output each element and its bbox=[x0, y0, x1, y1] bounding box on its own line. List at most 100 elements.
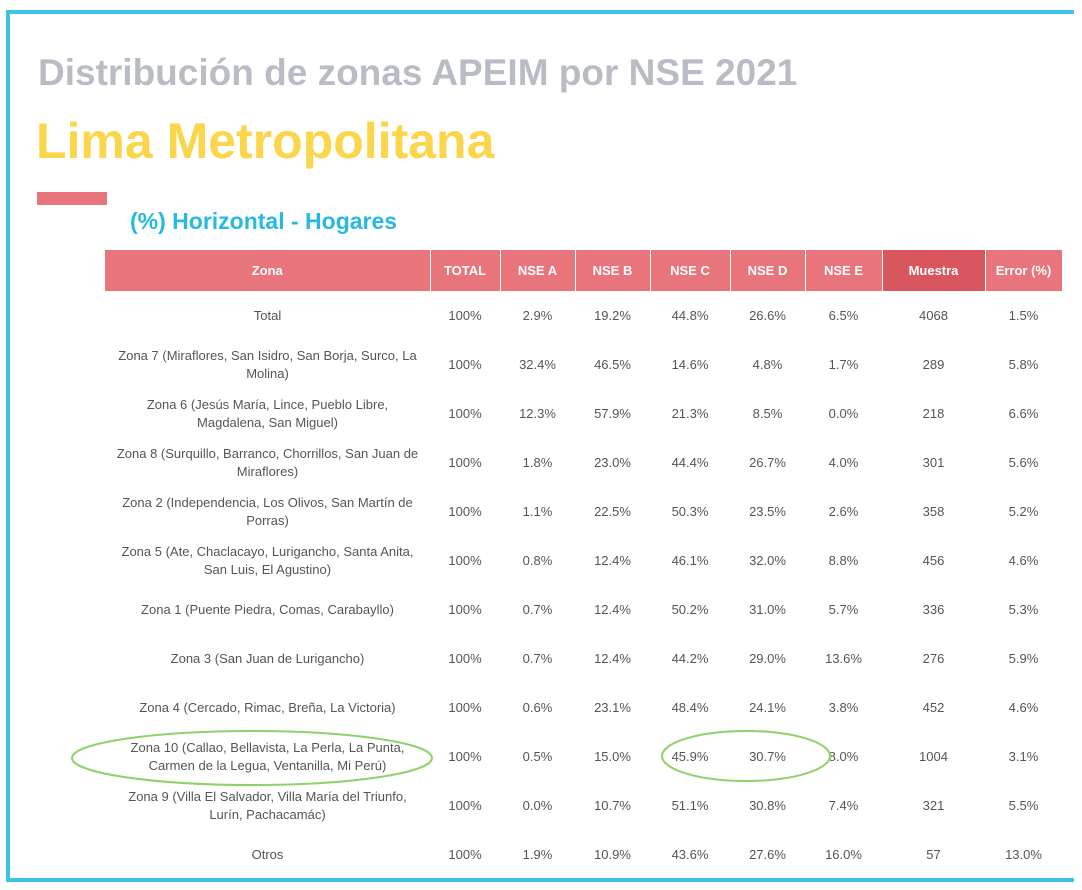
column-header: NSE E bbox=[805, 250, 883, 291]
table-cell: 276 bbox=[922, 650, 945, 666]
table-cell: 57 bbox=[926, 846, 941, 862]
subtitle: Lima Metropolitana bbox=[36, 113, 495, 169]
table-cell: Zona 1 (Puente Piedra, Comas, Carabayllo… bbox=[141, 601, 394, 617]
table-cell: 5.6% bbox=[1008, 454, 1039, 470]
table-cell: 358 bbox=[922, 503, 945, 519]
table-cell: 0.5% bbox=[522, 748, 553, 764]
table-row: Zona 9 (Villa El Salvador, Villa María d… bbox=[105, 781, 1062, 830]
table-cell: 32.0% bbox=[749, 552, 786, 568]
table-cell: 13.0% bbox=[1005, 846, 1042, 862]
table-cell: 8.5% bbox=[752, 405, 783, 421]
table-cell: 4.0% bbox=[828, 454, 859, 470]
table-row: Zona 6 (Jesús María, Lince, Pueblo Libre… bbox=[105, 389, 1062, 438]
table-cell: 2.9% bbox=[522, 307, 553, 323]
table-cell: 456 bbox=[922, 552, 945, 568]
highlight-ellipse bbox=[661, 730, 831, 782]
table-cell: 100% bbox=[448, 552, 482, 568]
column-header: NSE D bbox=[730, 250, 806, 291]
table-cell: 100% bbox=[448, 454, 482, 470]
table-cell: 0.0% bbox=[522, 797, 553, 813]
table-cell: Zona 4 (Cercado, Rimac, Breña, La Victor… bbox=[139, 699, 396, 715]
table-cell: 8.8% bbox=[828, 552, 859, 568]
section-heading: (%) Horizontal - Hogares bbox=[130, 208, 398, 234]
table-cell: Zona 7 (Miraflores, San Isidro, San Borj… bbox=[118, 347, 417, 381]
table-cell: 19.2% bbox=[594, 307, 631, 323]
table-cell: Zona 8 (Surquillo, Barranco, Chorrillos,… bbox=[116, 445, 419, 479]
table-cell: 452 bbox=[922, 699, 945, 715]
table-cell: 0.6% bbox=[522, 699, 553, 715]
table-cell: 5.9% bbox=[1008, 650, 1039, 666]
table-cell: 7.4% bbox=[828, 797, 859, 813]
table-cell: 23.1% bbox=[594, 699, 631, 715]
table-row: Zona 5 (Ate, Chaclacayo, Lurigancho, San… bbox=[105, 536, 1062, 585]
table-cell: 12.4% bbox=[594, 552, 631, 568]
table-cell: 100% bbox=[448, 748, 482, 764]
table-row: Zona 10 (Callao, Bellavista, La Perla, L… bbox=[105, 732, 1062, 781]
table-cell: 44.2% bbox=[671, 650, 709, 666]
table-cell: 1.7% bbox=[828, 356, 859, 372]
table-cell: 15.0% bbox=[594, 748, 631, 764]
table-cell: 50.2% bbox=[671, 601, 709, 617]
table-cell: 1.1% bbox=[522, 503, 553, 519]
table-cell: 48.4% bbox=[671, 699, 709, 715]
table-cell: 32.4% bbox=[519, 356, 556, 372]
table-cell: 44.4% bbox=[671, 454, 709, 470]
highlight-ellipse bbox=[71, 730, 433, 786]
column-header: NSE B bbox=[575, 250, 651, 291]
table-cell: 100% bbox=[448, 846, 482, 862]
table-cell: 10.7% bbox=[594, 797, 631, 813]
table-row: Otros 100% 1.9% 10.9% 43.6% 27.6% 16.0% 57 13.0% bbox=[105, 830, 1062, 879]
table-cell: 100% bbox=[448, 356, 482, 372]
table-cell: 1.9% bbox=[522, 846, 553, 862]
table-cell: 4.8% bbox=[752, 356, 783, 372]
table-cell: 26.6% bbox=[749, 307, 786, 323]
table-cell: 44.8% bbox=[671, 307, 709, 323]
table-cell: 336 bbox=[922, 601, 945, 617]
table-cell: 1004 bbox=[919, 748, 948, 764]
table-cell: 31.0% bbox=[749, 601, 786, 617]
table-cell: 27.6% bbox=[749, 846, 786, 862]
table-cell: 24.1% bbox=[749, 699, 786, 715]
column-header: Zona bbox=[105, 250, 431, 291]
table-cell: 100% bbox=[448, 503, 482, 519]
table-cell: 0.0% bbox=[828, 405, 859, 421]
table-cell: 6.6% bbox=[1008, 405, 1039, 421]
table-cell: 12.4% bbox=[594, 601, 631, 617]
table-row: Total 100% 2.9% 19.2% 44.8% 26.6% 6.5% 4068 1.5% bbox=[105, 291, 1062, 340]
table-cell: 5.8% bbox=[1008, 356, 1039, 372]
table-cell: 12.4% bbox=[594, 650, 631, 666]
table-cell: Zona 9 (Villa El Salvador, Villa María d… bbox=[128, 788, 407, 822]
table-cell: 289 bbox=[922, 356, 945, 372]
table-cell: 30.8% bbox=[749, 797, 786, 813]
table-cell: 16.0% bbox=[825, 846, 862, 862]
column-header: Muestra bbox=[882, 250, 986, 291]
table-cell: 46.5% bbox=[594, 356, 631, 372]
table-cell: 0.7% bbox=[522, 650, 553, 666]
table-cell: 12.3% bbox=[519, 405, 556, 421]
table-cell: 100% bbox=[448, 797, 482, 813]
table-cell: Zona 5 (Ate, Chaclacayo, Lurigancho, San… bbox=[121, 543, 414, 577]
table-cell: 30.7% bbox=[749, 748, 786, 764]
table-cell: 23.5% bbox=[749, 503, 786, 519]
column-header: Error (%) bbox=[985, 250, 1063, 291]
table-cell: 100% bbox=[448, 307, 482, 323]
table-row: Zona 3 (San Juan de Lurigancho) 100% 0.7% 1… bbox=[105, 634, 1062, 683]
table-cell: 2.6% bbox=[828, 503, 859, 519]
table: Zona TOTAL NSE A NSE B NSE C NSE D NSE E Muestr… bbox=[105, 250, 1063, 879]
table-cell: Zona 3 (San Juan de Lurigancho) bbox=[170, 650, 365, 666]
table-cell: 8.0% bbox=[828, 748, 859, 764]
table-row: Zona 1 (Puente Piedra, Comas, Carabayllo… bbox=[105, 585, 1062, 634]
table-cell: 45.9% bbox=[671, 748, 709, 764]
table-cell: 23.0% bbox=[594, 454, 631, 470]
table-row: Zona 2 (Independencia, Los Olivos, San M… bbox=[105, 487, 1062, 536]
table-cell: 4.6% bbox=[1008, 552, 1039, 568]
table-cell: 5.2% bbox=[1008, 503, 1039, 519]
table-cell: 50.3% bbox=[671, 503, 709, 519]
table-cell: Total bbox=[253, 307, 282, 323]
table-cell: 218 bbox=[922, 405, 945, 421]
table-cell: 5.5% bbox=[1008, 797, 1039, 813]
table-cell: 100% bbox=[448, 650, 482, 666]
table-cell: Zona 6 (Jesús María, Lince, Pueblo Libre… bbox=[146, 396, 389, 430]
table-cell: 4068 bbox=[919, 307, 948, 323]
